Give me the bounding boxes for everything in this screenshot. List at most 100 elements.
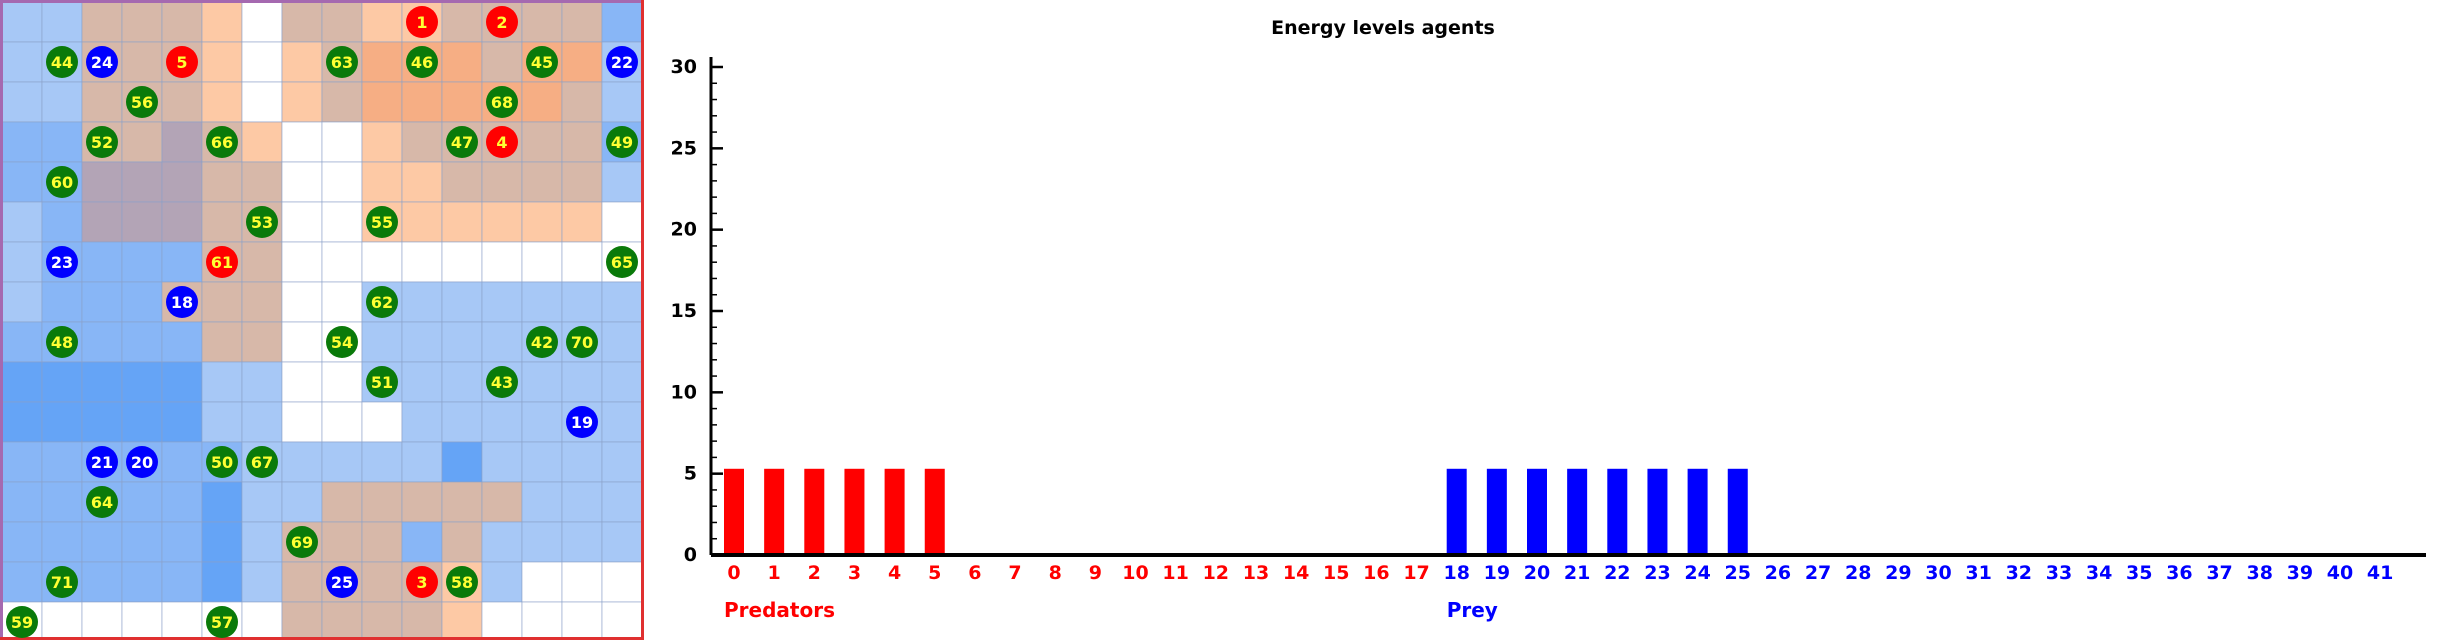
grid-cell: [481, 561, 523, 603]
prey-agent[interactable]: 21: [86, 446, 118, 478]
grid-cell: [561, 601, 603, 643]
grid-cell: [441, 601, 483, 643]
predator-agent[interactable]: 2: [486, 6, 518, 38]
grid-cell: [441, 401, 483, 443]
x-tick-label: 11: [1162, 562, 1188, 584]
x-tick-label: 8: [1049, 562, 1062, 584]
predator-agent[interactable]: 1: [406, 6, 438, 38]
agent-id-label: 52: [91, 133, 113, 152]
plant-agent[interactable]: 55: [366, 206, 398, 238]
plant-agent[interactable]: 63: [326, 46, 358, 78]
grid-cell: [361, 41, 403, 83]
prey-agent[interactable]: 24: [86, 46, 118, 78]
grid-cell: [601, 161, 643, 203]
plant-agent[interactable]: 62: [366, 286, 398, 318]
plant-agent[interactable]: 44: [46, 46, 78, 78]
plant-agent[interactable]: 70: [566, 326, 598, 358]
predator-agent[interactable]: 4: [486, 126, 518, 158]
grid-cell: [161, 241, 203, 283]
grid-cell: [161, 481, 203, 523]
plant-agent[interactable]: 46: [406, 46, 438, 78]
prey-agent[interactable]: 22: [606, 46, 638, 78]
y-tick-label: 30: [671, 56, 697, 78]
plant-agent[interactable]: 52: [86, 126, 118, 158]
grid-cell: [281, 1, 323, 43]
energy-bar: [804, 468, 825, 555]
grid-cell: [201, 161, 243, 203]
agent-id-label: 51: [371, 373, 393, 392]
plant-agent[interactable]: 65: [606, 246, 638, 278]
grid-cell: [121, 281, 163, 323]
prey-agent[interactable]: 23: [46, 246, 78, 278]
agent-id-label: 25: [331, 573, 353, 592]
x-tick-label: 7: [1008, 562, 1021, 584]
x-tick-label: 41: [2367, 562, 2393, 584]
plant-agent[interactable]: 43: [486, 366, 518, 398]
plant-agent[interactable]: 68: [486, 86, 518, 118]
agent-id-label: 3: [416, 573, 427, 592]
prey-agent[interactable]: 19: [566, 406, 598, 438]
grid-cell: [1, 41, 43, 83]
grid-cell: [401, 521, 443, 563]
grid-cell: [361, 521, 403, 563]
grid-cell: [521, 481, 563, 523]
plant-agent[interactable]: 48: [46, 326, 78, 358]
grid-cell: [441, 481, 483, 523]
x-tick-label: 14: [1283, 562, 1309, 584]
prey-agent[interactable]: 18: [166, 286, 198, 318]
plant-agent[interactable]: 50: [206, 446, 238, 478]
x-tick-labels: 0 1 2 3 4 5 6 7 8 9 10 11 12 13 14 15 16 17 18 19 20 21 22 23 24…: [727, 562, 2393, 584]
grid-cell: [321, 1, 363, 43]
grid-cell: [201, 521, 243, 563]
agent-id-label: 22: [611, 53, 633, 72]
grid-cell: [441, 201, 483, 243]
agent-id-label: 71: [51, 573, 73, 592]
plant-agent[interactable]: 54: [326, 326, 358, 358]
y-tick-label: 5: [684, 463, 697, 485]
grid-cell: [601, 321, 643, 363]
plant-agent[interactable]: 64: [86, 486, 118, 518]
grid-cell: [1, 361, 43, 403]
x-tick-label: 0: [727, 562, 740, 584]
grid-cell: [161, 121, 203, 163]
predator-agent[interactable]: 3: [406, 566, 438, 598]
x-tick-label: 20: [1524, 562, 1550, 584]
plant-agent[interactable]: 45: [526, 46, 558, 78]
plant-agent[interactable]: 53: [246, 206, 278, 238]
plant-agent[interactable]: 67: [246, 446, 278, 478]
grid-cell: [81, 241, 123, 283]
grid-cell: [241, 521, 283, 563]
plant-agent[interactable]: 71: [46, 566, 78, 598]
plant-agent[interactable]: 69: [286, 526, 318, 558]
plant-agent[interactable]: 47: [446, 126, 478, 158]
prey-agent-circle: [166, 286, 198, 318]
prey-agent[interactable]: 20: [126, 446, 158, 478]
plant-agent[interactable]: 51: [366, 366, 398, 398]
grid-cell: [401, 321, 443, 363]
plant-agent-circle: [406, 46, 438, 78]
plant-agent[interactable]: 42: [526, 326, 558, 358]
plant-agent-circle: [206, 606, 238, 638]
plant-agent[interactable]: 56: [126, 86, 158, 118]
grid-cell: [521, 281, 563, 323]
agent-id-label: 42: [531, 333, 553, 352]
agent-id-label: 4: [496, 133, 507, 152]
grid-cell: [281, 241, 323, 283]
predator-agent[interactable]: 61: [206, 246, 238, 278]
predator-agent[interactable]: 5: [166, 46, 198, 78]
plant-agent[interactable]: 60: [46, 166, 78, 198]
grid-cell: [361, 121, 403, 163]
plant-agent[interactable]: 59: [6, 606, 38, 638]
grid-cell: [81, 201, 123, 243]
agents: 1 2 44 24 5 63 46 45 22 56 68 52 66 47 4 49 60 53 55 23 61 65…: [6, 6, 638, 638]
plant-agent[interactable]: 58: [446, 566, 478, 598]
prey-agent[interactable]: 25: [326, 566, 358, 598]
plant-agent[interactable]: 66: [206, 126, 238, 158]
plant-agent[interactable]: 57: [206, 606, 238, 638]
agent-id-label: 69: [291, 533, 313, 552]
grid-cell: [121, 601, 163, 643]
grid-cell: [481, 481, 523, 523]
plant-agent[interactable]: 49: [606, 126, 638, 158]
plant-agent-circle: [446, 126, 478, 158]
predator-agent-circle: [406, 6, 438, 38]
